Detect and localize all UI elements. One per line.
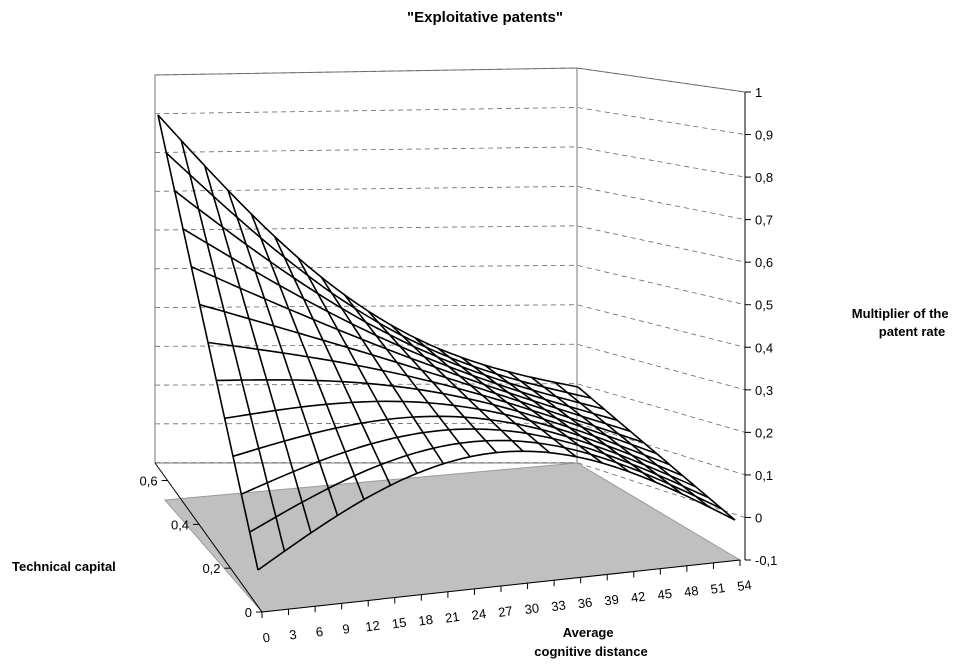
mesh-line-capital [182,228,618,422]
surface-mesh [157,114,736,571]
z-axis-title: Multiplier of the patent rate [852,306,952,339]
mesh-line-capital [224,400,684,477]
mesh-line-capital [257,450,736,571]
z-gridline [154,304,746,348]
x-tick-label: 18 [417,612,433,629]
z-gridline [154,185,746,221]
x-tick-label: 15 [391,615,407,632]
x-tick-label: 30 [524,600,540,617]
x-axis-title-line-1: Average [563,625,614,640]
x-tick-label: 21 [444,609,460,626]
z-axis-title-line-1: Multiplier of the [852,306,949,321]
x-tick-label: 0 [262,630,271,646]
x-tick-label: 3 [288,627,297,643]
x-tick-label: 39 [603,592,619,609]
y-axis-line [154,462,263,613]
x-tick-label: 24 [471,606,487,623]
x-tick-label: 45 [656,586,672,603]
y-tick-label: 0,6 [140,474,158,489]
z-tick-label: 0,8 [755,170,773,185]
y-axis-ticks: 0 0,2 0,4 0,6 [140,474,262,620]
x-tick-label: 36 [577,594,593,611]
z-tick-label: 0,9 [755,128,773,143]
x-axis-title: Average cognitive distance [534,625,647,659]
x-tick-label: 12 [364,618,380,635]
z-axis-title-line-2: patent rate [879,324,945,339]
x-tick-label: 9 [341,621,350,637]
chart-title: "Exploitative patents" [407,9,563,26]
y-axis-title: Technical capital [12,559,116,574]
mesh-line-capital [232,415,697,488]
mesh-line-capital [157,114,579,388]
x-axis-title-line-2: cognitive distance [534,644,647,659]
z-gridline [154,225,746,263]
mesh-line-capital [165,152,592,399]
z-tick-label: 0,3 [755,383,773,398]
z-axis-ticks: -0,1 0 0,1 0,2 0,3 0,4 0,5 0,6 0,7 0,8 0,9 1 [745,85,777,568]
y-tick-label: 0 [245,605,252,620]
z-tick-label: 0,2 [755,425,773,440]
z-tick-label: 0,5 [755,298,773,313]
z-gridline [154,67,746,93]
x-tick-label: 48 [683,583,699,600]
x-tick-label: 27 [497,603,513,620]
z-tick-label: 0,1 [755,468,773,483]
x-tick-label: 54 [736,577,752,594]
x-tick-label: 33 [550,597,566,614]
z-tick-label: -0,1 [755,553,777,568]
mesh-line-capital [174,190,605,410]
x-axis-ticks: 0 3 6 9 12 15 18 21 24 27 30 33 36 39 42 45 48 51 54 [261,560,753,646]
mesh-line-capital [190,265,631,433]
z-gridline [154,146,746,178]
mesh-line-capital [216,379,670,466]
gridlines [154,67,746,518]
y-tick-label: 0,4 [171,517,189,532]
z-tick-label: 1 [755,85,762,100]
z-tick-label: 0,7 [755,213,773,228]
y-tick-label: 0,2 [202,561,220,576]
mesh-line-capital [240,428,710,499]
x-tick-label: 6 [315,624,324,640]
x-tick-label: 51 [710,580,726,597]
mesh-line-capital [249,439,723,533]
mesh-line-capital [199,303,644,444]
z-tick-label: 0,6 [755,255,773,270]
z-tick-label: 0 [755,510,762,525]
z-gridline [154,107,746,135]
z-tick-label: 0,4 [755,340,773,355]
mesh-line-capital [207,341,657,455]
x-tick-label: 42 [630,589,646,606]
